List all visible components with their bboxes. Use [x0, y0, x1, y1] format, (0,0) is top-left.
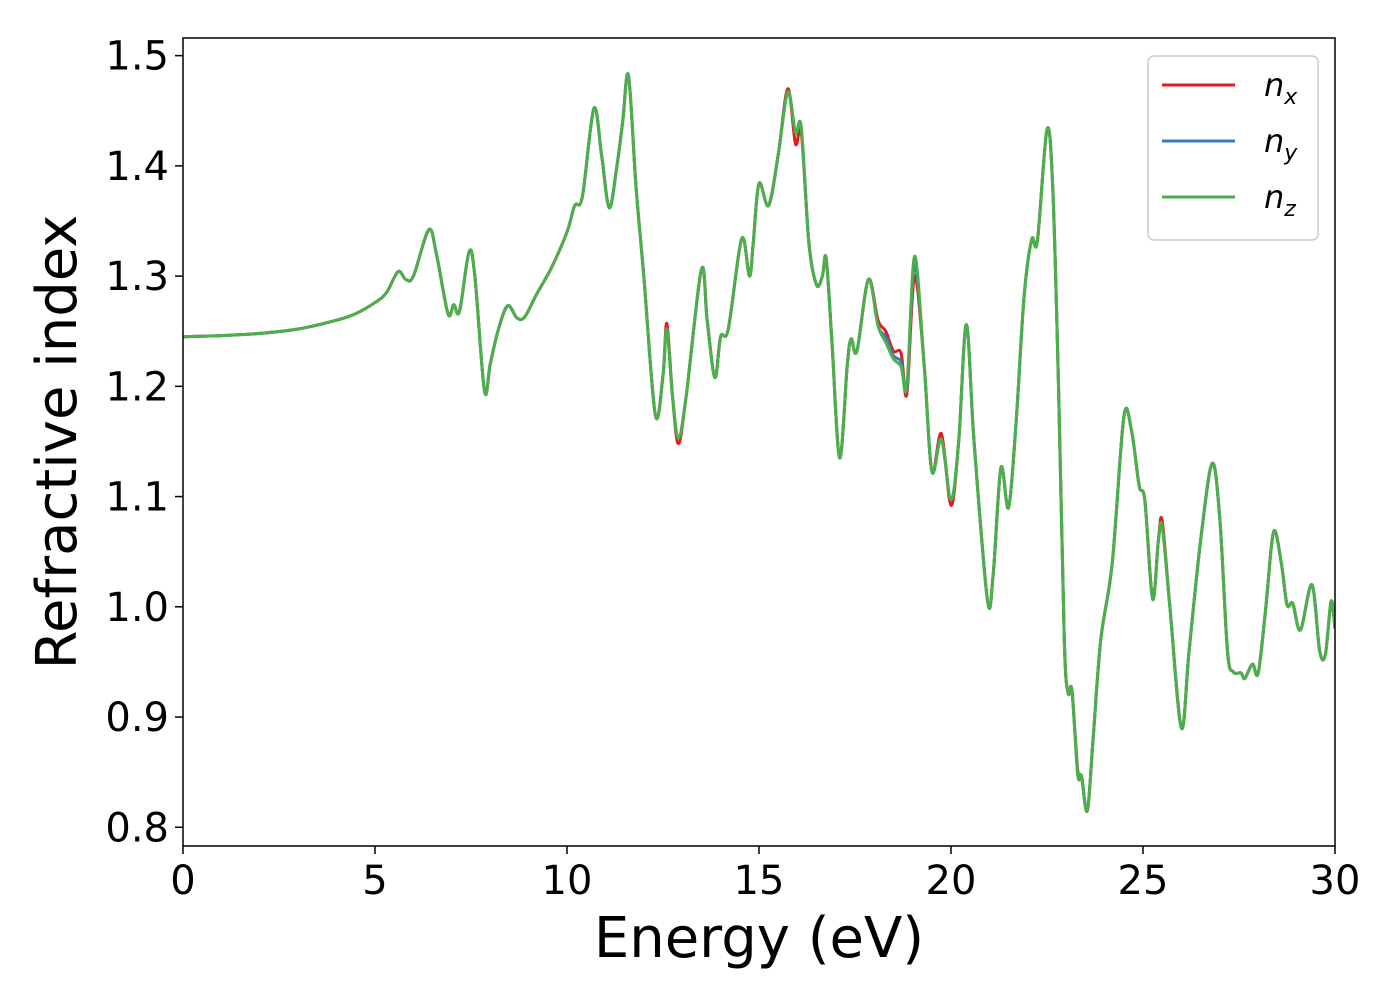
- y-tick-label: 1.4: [105, 144, 169, 190]
- x-tick-label: 25: [1118, 858, 1169, 904]
- plot-frame: [182, 37, 1336, 847]
- y-tick-label: 1.2: [105, 364, 169, 410]
- x-tick-label: 20: [926, 858, 977, 904]
- x-axis-label: Energy (eV): [594, 906, 924, 971]
- x-tick-label: 5: [362, 858, 387, 904]
- line-series: [183, 72, 1335, 813]
- y-tick-label: 1.5: [105, 34, 169, 80]
- y-tick-label: 1.0: [105, 585, 169, 631]
- y-tick-label: 0.9: [105, 695, 169, 741]
- legend-label: nx: [1264, 66, 1298, 110]
- x-tick-label: 0: [170, 858, 195, 904]
- legend-box: [1147, 55, 1319, 241]
- legend-label: nz: [1264, 178, 1296, 222]
- legend-label: ny: [1264, 122, 1298, 166]
- x-tick-label: 15: [734, 858, 785, 904]
- y-tick-label: 1.3: [105, 254, 169, 300]
- x-tick-label: 10: [542, 858, 593, 904]
- y-tick-label: 1.1: [105, 475, 169, 521]
- y-axis-label: Refractive index: [25, 215, 90, 670]
- y-tick-label: 0.8: [105, 805, 169, 851]
- x-tick-label: 30: [1310, 858, 1361, 904]
